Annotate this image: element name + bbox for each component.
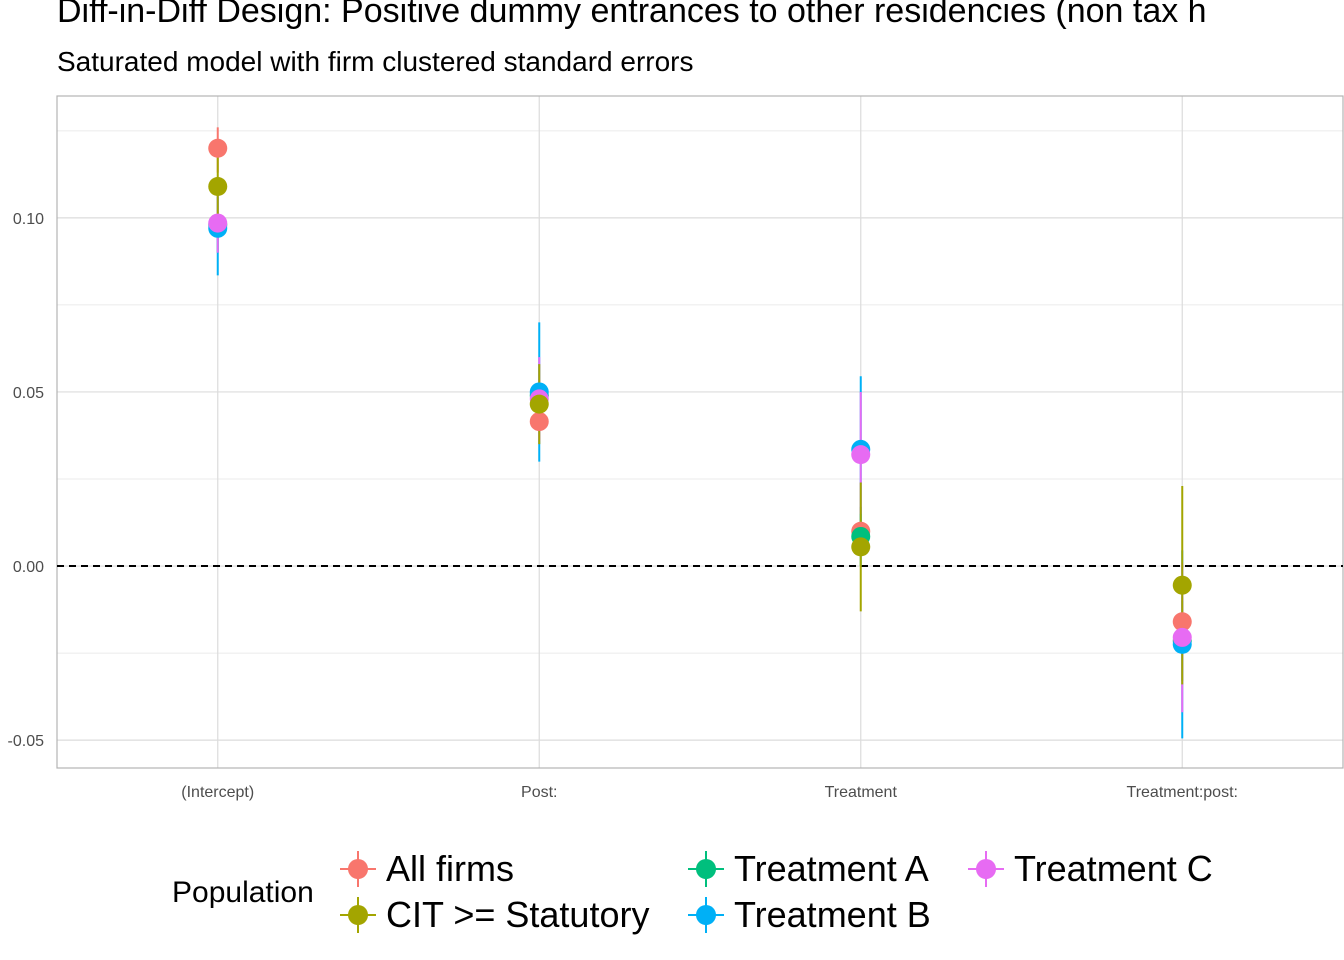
data-point (529, 394, 549, 414)
data-point (1172, 627, 1192, 647)
data-point (851, 445, 871, 465)
panel-border (56, 95, 1344, 769)
legend-item-treatment-b: Treatment B (684, 892, 931, 938)
legend-label-treatment-c: Treatment C (1014, 848, 1213, 889)
x-tick-label: Post: (521, 784, 557, 801)
data-point (208, 138, 228, 158)
legend-label-treatment-a: Treatment A (734, 848, 929, 889)
y-tick-label: -0.05 (8, 733, 45, 750)
x-tick-label: Treatment (825, 784, 898, 801)
x-tick-label: (Intercept) (181, 784, 254, 801)
legend-key-treatment-c (964, 847, 1008, 891)
data-point (529, 412, 549, 432)
y-tick-label: 0.00 (13, 559, 44, 576)
legend-item-treatment-c: Treatment C (964, 846, 1213, 892)
y-tick-label: 0.05 (13, 385, 44, 402)
legend-item-treatment-a: Treatment A (684, 846, 929, 892)
legend-key-treatment-b (684, 893, 728, 937)
legend-item-cit-statutory: CIT >= Statutory (336, 892, 649, 938)
y-tick-label: 0.10 (13, 211, 44, 228)
legend-key-all-firms (336, 847, 380, 891)
data-point (851, 537, 871, 557)
coefficient-plot: -0.05 0.00 0.05 0.10 (Intercept) Post: Treatme… (8, 95, 1344, 801)
legend-label-cit-statutory: CIT >= Statutory (386, 894, 650, 935)
legend-key-cit-statutory (336, 893, 380, 937)
chart-title: Diff-in-Diff Design: Positive dummy entr… (57, 0, 1207, 30)
data-point (1172, 612, 1192, 632)
data-point (208, 213, 228, 233)
legend-label-all-firms: All firms (386, 848, 514, 889)
legend-item-all-firms: All firms (336, 846, 514, 892)
data-point (208, 177, 228, 197)
data-point (1172, 575, 1192, 595)
legend-label-treatment-b: Treatment B (734, 894, 931, 935)
legend-key-treatment-a (684, 847, 728, 891)
x-tick-label: Treatment:post: (1127, 784, 1238, 801)
chart-subtitle: Saturated model with firm clustered stan… (57, 46, 694, 77)
legend-title: Population (172, 876, 314, 909)
legend: Population All firms CIT >= Statutory Tr… (0, 840, 1344, 950)
